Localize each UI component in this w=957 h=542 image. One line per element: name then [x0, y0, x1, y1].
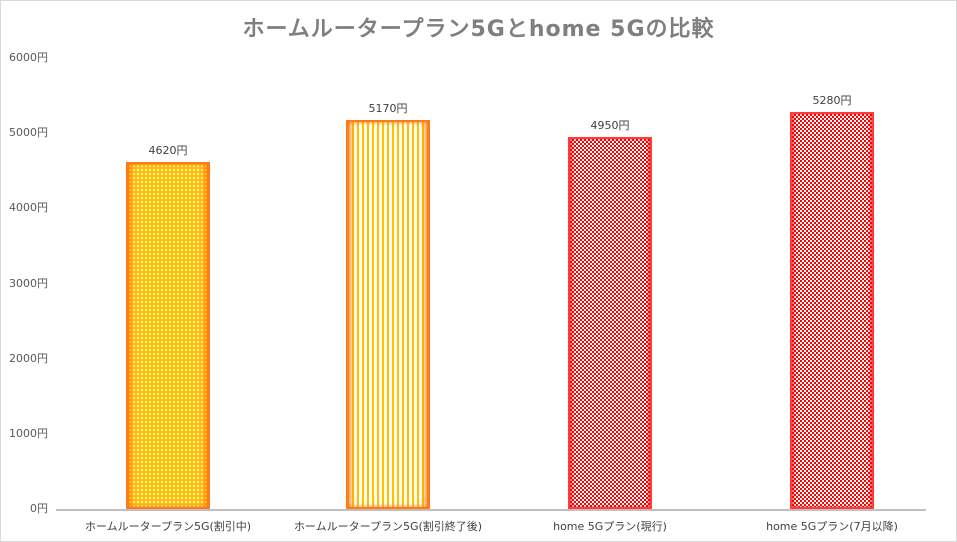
data-label: 4950円 — [590, 118, 630, 132]
y-tick-label: 5000円 — [9, 126, 48, 140]
y-tick-label: 2000円 — [9, 351, 48, 365]
bar — [126, 161, 210, 509]
data-label: 5280円 — [812, 94, 852, 108]
chart-title: ホームルータープラン5Gとhome 5Gの比較 — [242, 17, 715, 42]
bar — [346, 120, 430, 509]
x-tick-label: ホームルータープラン5G(割引中) — [84, 520, 252, 533]
y-tick-label: 4000円 — [9, 201, 48, 215]
y-tick-label: 0円 — [30, 502, 48, 515]
bar — [568, 136, 652, 509]
data-label: 5170円 — [368, 102, 408, 116]
y-tick-label: 1000円 — [9, 426, 48, 440]
x-axis-line — [56, 509, 926, 511]
y-tick-label: 3000円 — [9, 276, 48, 290]
data-label: 4620円 — [148, 143, 188, 157]
x-tick-label: home 5Gプラン(現行) — [553, 520, 667, 533]
x-tick-label: home 5Gプラン(7月以降) — [766, 520, 898, 533]
x-tick-label: ホームルータープラン5G(割引終了後) — [293, 520, 483, 533]
y-tick-label: 6000円 — [9, 51, 48, 64]
bar — [790, 112, 874, 509]
